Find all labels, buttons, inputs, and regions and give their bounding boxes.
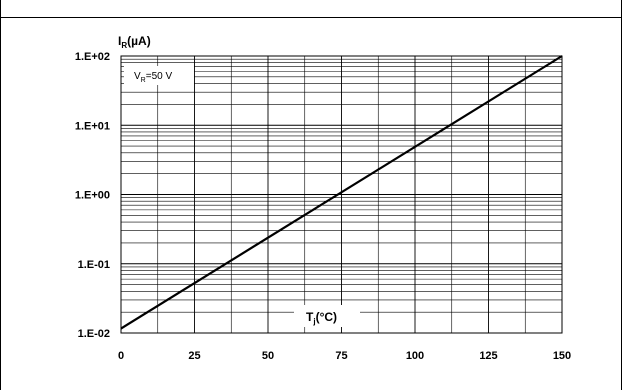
y-axis-title-main: I (118, 34, 121, 48)
y-axis-title: IR(µA) (118, 34, 151, 50)
y-axis-title-sub: R (121, 41, 127, 50)
x-title-box (294, 305, 360, 327)
x-axis-title: Tj(°C) (306, 310, 337, 326)
series-group (120, 55, 563, 330)
annotation-main: V (134, 71, 141, 82)
x-axis-title-sub: j (312, 317, 315, 326)
x-tick-label: 50 (262, 350, 274, 362)
y-tick-label: 1.E-02 (78, 328, 110, 340)
x-tick-label: 75 (335, 350, 347, 362)
annotation-sub: R (141, 77, 146, 84)
series-line-0 (120, 55, 563, 330)
plot-area-border (120, 55, 563, 334)
x-tick-label: 150 (553, 350, 571, 362)
annotation-rest: =50 V (146, 71, 173, 82)
x-tick-label: 125 (479, 350, 497, 362)
top-border-line (0, 17, 622, 18)
annotation-box (124, 66, 194, 85)
x-axis-title-main: T (306, 310, 314, 324)
annotation-vr: VR=50 V (134, 71, 172, 84)
y-tick-labels: 1.E-02 1.E-01 1.E+00 1.E+01 1.E+02 (75, 51, 110, 340)
x-tick-label: 25 (188, 350, 200, 362)
x-axis-title-unit: (°C) (316, 310, 337, 324)
x-tick-label: 100 (406, 350, 424, 362)
y-tick-label: 1.E+00 (75, 190, 110, 202)
x-tick-label: 0 (118, 350, 124, 362)
y-tick-label: 1.E+02 (75, 51, 110, 63)
y-tick-label: 1.E-01 (78, 259, 110, 271)
x-tick-labels: 0 25 50 75 100 125 150 (118, 350, 571, 362)
y-tick-label: 1.E+01 (75, 120, 110, 132)
y-axis-title-unit: (µA) (127, 34, 151, 48)
